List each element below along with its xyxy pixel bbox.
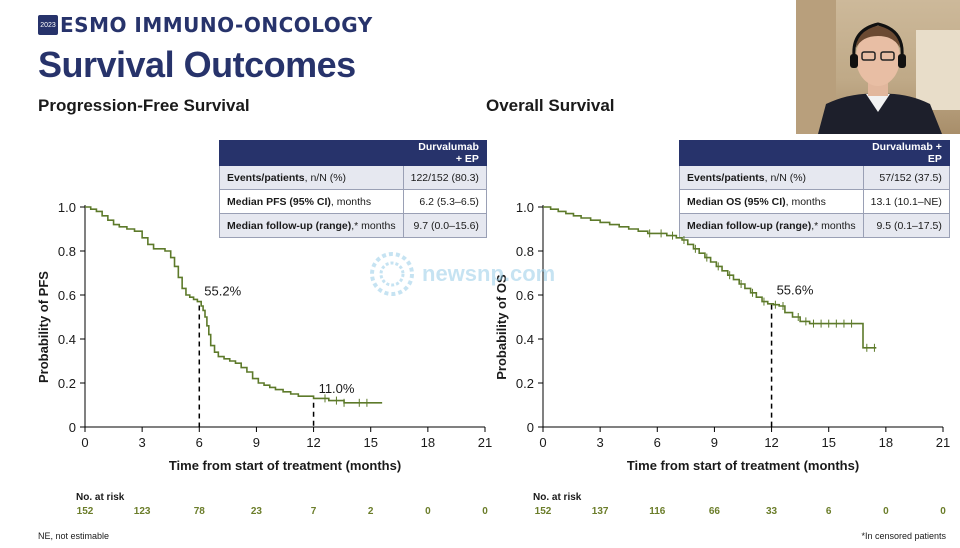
survival-curve: [85, 206, 383, 404]
x-tick-label: 3: [597, 435, 604, 450]
risk-value: 152: [534, 506, 552, 517]
risk-value: 7: [310, 506, 317, 517]
median-annotation: 55.2%: [204, 284, 241, 299]
risk-value: 66: [708, 506, 720, 517]
table-row: Median follow-up (range),* months 9.5 (0…: [679, 213, 950, 238]
x-tick-label: 21: [478, 435, 492, 450]
x-tick-label: 9: [711, 435, 718, 450]
risk-value: 33: [766, 506, 778, 517]
x-tick-label: 18: [879, 435, 893, 450]
x-tick-label: 6: [196, 435, 203, 450]
pfs-summary-table: Durvalumab + EP Events/patients, n/N (%)…: [219, 140, 487, 238]
presenter-image: [796, 0, 960, 134]
y-tick-label: 0.6: [58, 288, 76, 303]
congress-logo: 2023 ESMO IMMUNO-ONCOLOGY: [38, 13, 373, 37]
pfs-km-chart: 0 3 6 9 12 15 18 21 0 0.2 0.4 0.6 0.8 1.0 Time from st…: [36, 200, 492, 473]
risk-value: 0: [883, 506, 889, 517]
x-tick-label: 6: [654, 435, 661, 450]
footnote-right: *In censored patients: [861, 531, 946, 541]
os-summary-table: Durvalumab + EP Events/patients, n/N (%)…: [679, 140, 950, 238]
x-tick-label: 9: [253, 435, 260, 450]
x-tick-label: 18: [421, 435, 435, 450]
x-tick-label: 0: [539, 435, 546, 450]
x-tick-label: 15: [821, 435, 835, 450]
watermark: newsnp.com: [368, 250, 555, 298]
pfs-table-header: Durvalumab + EP: [402, 140, 487, 166]
os-risk-label: No. at risk: [533, 492, 582, 503]
risk-value: 123: [133, 506, 151, 517]
risk-value: 152: [76, 506, 94, 517]
y-tick-label: 0.6: [516, 288, 534, 303]
presenter-webcam: [796, 0, 960, 134]
risk-value: 0: [482, 506, 488, 517]
y-tick-label: 0.4: [58, 332, 76, 347]
y-tick-label: 0.2: [58, 376, 76, 391]
risk-value: 6: [825, 506, 832, 517]
table-row: Events/patients, n/N (%) 122/152 (80.3): [219, 165, 487, 190]
logo-year: 2023: [38, 15, 58, 35]
y-tick-label: 0.8: [58, 244, 76, 259]
x-tick-label: 15: [363, 435, 377, 450]
watermark-globe-icon: [370, 252, 414, 296]
risk-value: 0: [940, 506, 946, 517]
x-tick-label: 0: [81, 435, 88, 450]
x-tick-label: 21: [936, 435, 950, 450]
watermark-text: newsnp.com: [422, 261, 556, 286]
os-subtitle: Overall Survival: [486, 96, 615, 115]
table-row: Median follow-up (range),* months 9.7 (0…: [219, 213, 487, 238]
risk-value: 23: [250, 506, 262, 517]
os-table-header: Durvalumab + EP: [862, 140, 950, 166]
y-tick-label: 0.8: [516, 244, 534, 259]
logo-text: ESMO IMMUNO-ONCOLOGY: [60, 13, 373, 37]
x-axis-label: Time from start of treatment (months): [169, 458, 401, 473]
y-tick-label: 1.0: [58, 200, 76, 215]
y-axis-label: Probability of OS: [494, 274, 509, 380]
os-km-chart: 0 3 6 9 12 15 18 21 0 0.2 0.4 0.6 0.8 1.0 Time from st…: [494, 200, 950, 473]
y-tick-label: 0.2: [516, 376, 534, 391]
y-tick-label: 1.0: [516, 200, 534, 215]
median-annotation: 11.0%: [319, 381, 355, 396]
y-tick-label: 0: [527, 420, 534, 435]
risk-value: 2: [367, 506, 374, 517]
y-tick-label: 0.4: [516, 332, 534, 347]
x-tick-label: 12: [306, 435, 320, 450]
table-row: Median PFS (95% CI), months 6.2 (5.3–6.5…: [219, 189, 487, 214]
footnote-left: NE, not estimable: [38, 531, 110, 541]
risk-value: 0: [425, 506, 431, 517]
pfs-risk-label: No. at risk: [76, 492, 125, 503]
survival-curve: [543, 206, 877, 349]
slide-title: Survival Outcomes: [38, 44, 356, 85]
x-tick-label: 3: [139, 435, 146, 450]
median-annotation: 55.6%: [777, 283, 814, 298]
x-tick-label: 12: [764, 435, 778, 450]
risk-value: 116: [649, 506, 666, 517]
y-tick-label: 0: [69, 420, 76, 435]
x-axis-label: Time from start of treatment (months): [627, 458, 859, 473]
risk-value: 137: [591, 506, 609, 517]
risk-value: 78: [193, 506, 205, 517]
y-axis-label: Probability of PFS: [36, 271, 51, 383]
pfs-subtitle: Progression-Free Survival: [38, 96, 250, 115]
